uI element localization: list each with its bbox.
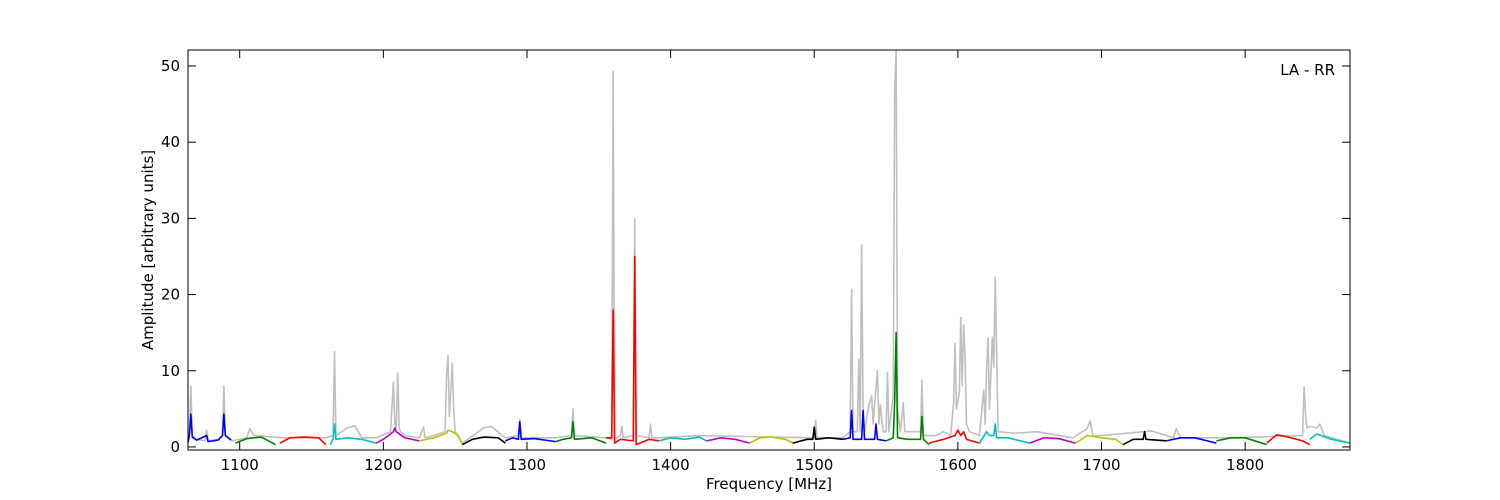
y-tick-label: 40 <box>161 133 180 151</box>
x-tick-label: 1500 <box>795 456 833 474</box>
x-tick-label: 1300 <box>508 456 546 474</box>
annotation: LA - RR <box>1280 61 1335 79</box>
series-line <box>978 423 1030 444</box>
x-tick-label: 1100 <box>221 456 259 474</box>
series-line <box>187 413 232 443</box>
series-line <box>187 49 1351 444</box>
series-line <box>842 409 887 442</box>
series-line <box>1122 430 1167 446</box>
series-line <box>1165 437 1217 444</box>
x-tick-label: 1700 <box>1082 456 1120 474</box>
series-line <box>235 436 276 446</box>
y-tick-label: 30 <box>161 209 180 227</box>
series-line <box>279 436 327 446</box>
series-line <box>505 421 556 443</box>
series-line <box>749 436 794 444</box>
series-line <box>329 423 377 446</box>
series-line <box>928 429 980 444</box>
series-line <box>555 421 607 444</box>
x-tick-label: 1400 <box>652 456 690 474</box>
series-line <box>375 427 420 444</box>
y-axis-label: Amplitude [arbitrary units] <box>139 150 157 350</box>
series-line <box>792 426 844 444</box>
series-line <box>1029 437 1076 444</box>
y-tick-label: 20 <box>161 286 180 304</box>
series-line <box>605 255 660 446</box>
series-line <box>885 331 930 446</box>
series-line <box>1216 437 1267 446</box>
series-line <box>1075 434 1124 446</box>
series-line <box>419 429 464 446</box>
x-tick-label: 1200 <box>364 456 402 474</box>
x-axis-label: Frequency [MHz] <box>706 475 832 493</box>
y-tick-label: 50 <box>161 57 180 75</box>
x-tick-label: 1800 <box>1226 456 1264 474</box>
series-line <box>461 436 506 446</box>
series-line <box>658 436 707 442</box>
series-line <box>706 437 750 444</box>
y-tick-label: 10 <box>161 362 180 380</box>
series-line <box>1309 433 1351 444</box>
y-tick-label: 0 <box>170 438 180 456</box>
series-line <box>1266 433 1311 446</box>
plot-frame <box>187 49 1351 451</box>
x-tick-label: 1600 <box>939 456 977 474</box>
